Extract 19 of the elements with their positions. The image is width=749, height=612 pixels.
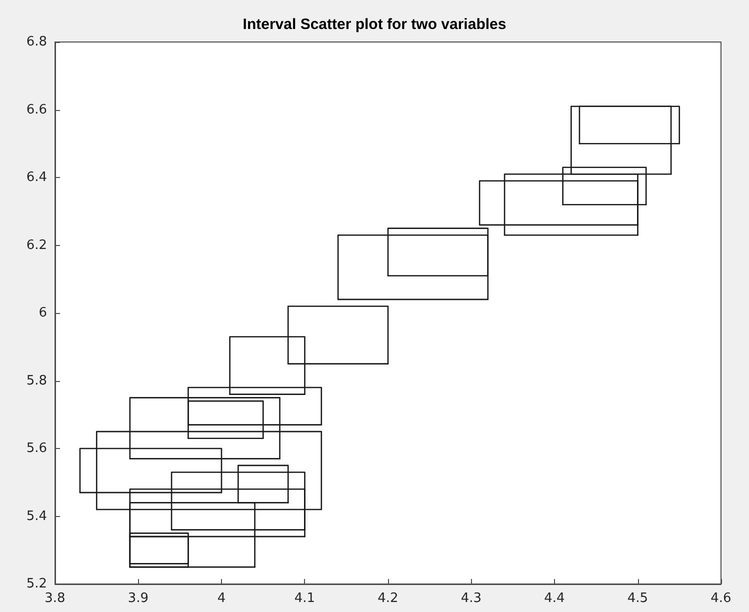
x-tick-label: 3.8 [44, 591, 66, 606]
x-tick-label: 4.2 [378, 591, 398, 606]
chart-title: Interval Scatter plot for two variables [242, 16, 506, 33]
x-tick-label: 4 [217, 591, 226, 606]
x-tick-label: 4.1 [294, 591, 316, 606]
y-tick-label: 6.6 [26, 102, 47, 118]
x-tick-label: 4.5 [627, 591, 648, 606]
y-tick-label: 6.4 [26, 170, 47, 185]
y-tick-label: 6.8 [26, 34, 47, 50]
x-tick-label: 4.4 [544, 591, 565, 606]
y-tick-label: 5.2 [26, 576, 47, 592]
x-tick-label: 4.6 [710, 591, 732, 606]
y-tick-label: 5.8 [26, 373, 47, 388]
x-tick-label: 4.3 [460, 591, 482, 606]
x-tick-label: 3.9 [128, 591, 149, 606]
y-tick-label: 6 [38, 306, 47, 320]
y-tick-label: 5.6 [26, 441, 47, 456]
y-tick-label: 5.4 [26, 508, 47, 524]
y-tick-label: 6.2 [26, 238, 47, 253]
